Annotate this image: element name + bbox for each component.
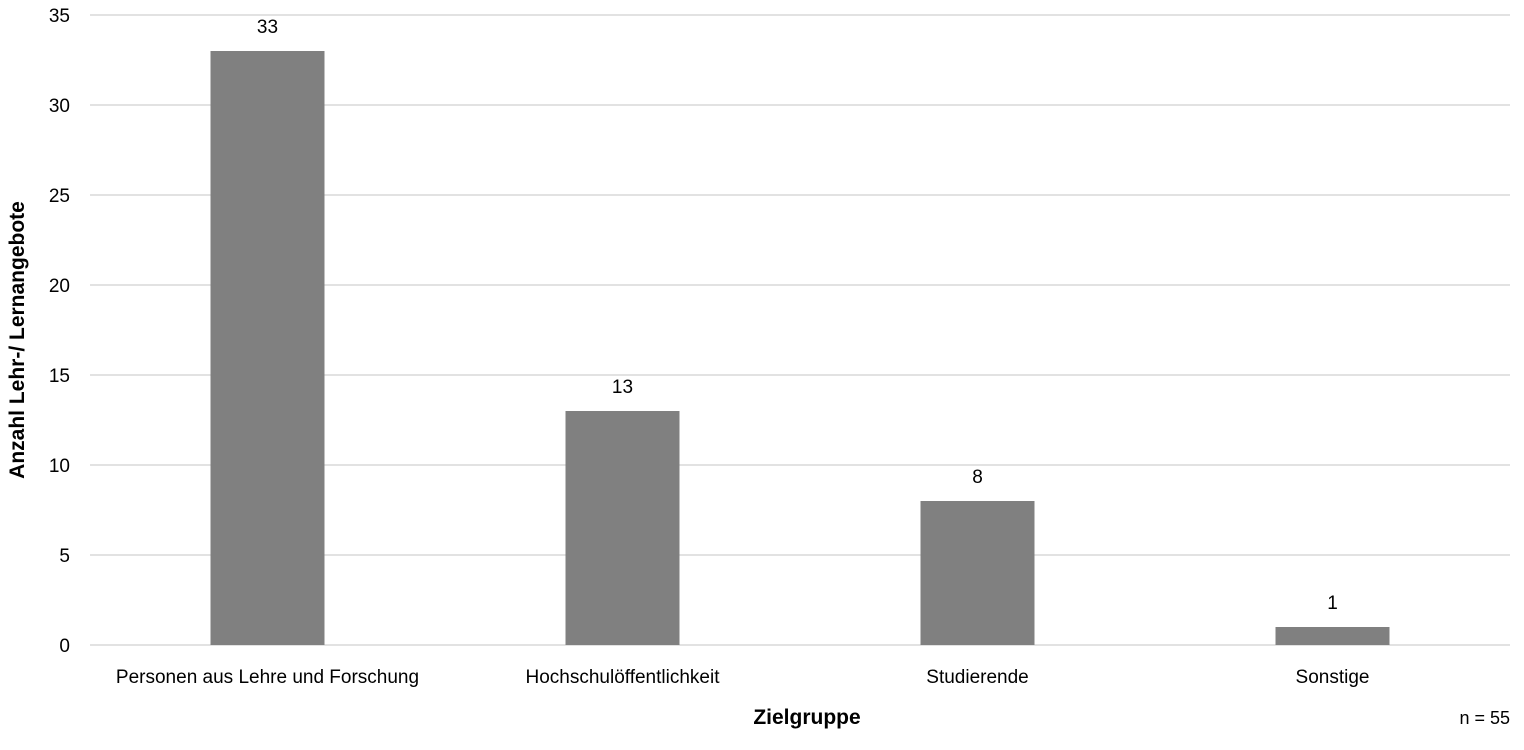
bar-value-label: 1 [1327,593,1338,614]
y-tick-label: 5 [59,546,70,567]
x-tick-label: Hochschulöffentlichkeit [526,667,721,688]
y-axis-title: Anzahl Lehr-/ Lernangebote [6,201,29,479]
y-tick-label: 30 [49,96,70,117]
bar [920,501,1035,645]
bar [565,411,680,645]
y-axis-ticks: 0 5 10 15 20 25 30 35 [49,6,70,657]
bar-value-label: 13 [612,377,633,398]
bar [210,51,325,645]
y-tick-label: 0 [59,636,70,657]
y-tick-label: 10 [49,456,70,477]
bars [210,51,1390,645]
y-tick-label: 35 [49,6,70,27]
x-tick-label: Sonstige [1296,667,1370,688]
bar-value-label: 33 [257,17,278,38]
bar-value-label: 8 [972,467,983,488]
data-labels: 33 13 8 1 [257,17,1338,614]
x-tick-label: Studierende [926,667,1028,688]
gridlines [90,14,1510,646]
y-tick-label: 20 [49,276,70,297]
y-tick-label: 25 [49,186,70,207]
bar [1275,627,1390,645]
x-axis-ticks: Personen aus Lehre und Forschung Hochschu… [116,667,1370,688]
x-tick-label: Personen aus Lehre und Forschung [116,667,419,688]
sample-size-note: n = 55 [1459,708,1510,728]
y-tick-label: 15 [49,366,70,387]
x-axis-title: Zielgruppe [753,706,860,729]
